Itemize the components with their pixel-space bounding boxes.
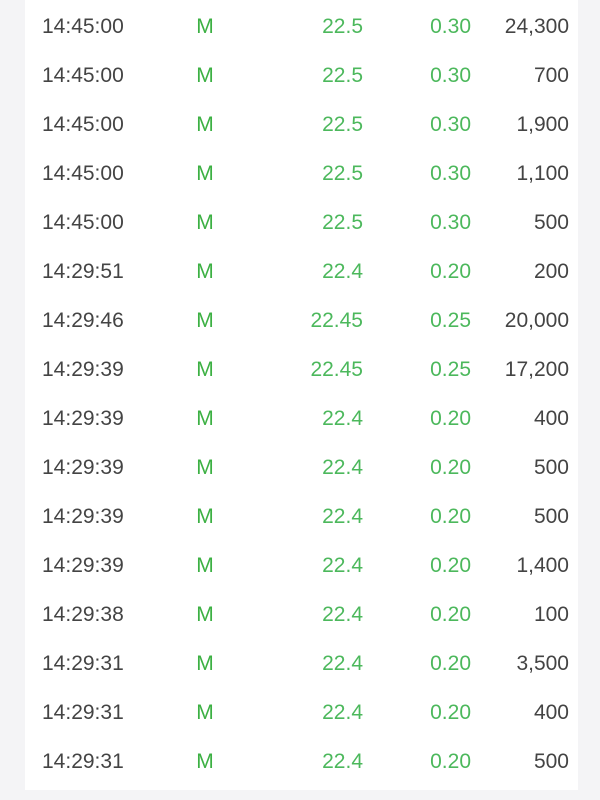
trade-flag: M <box>196 603 214 626</box>
trade-price: 22.4 <box>322 456 363 479</box>
trade-volume: 24,300 <box>504 15 569 38</box>
trade-change: 0.20 <box>430 456 471 479</box>
trade-row: 14:29:39 M 22.4 0.20 1,400 <box>25 541 578 590</box>
trade-change: 0.20 <box>430 554 471 577</box>
trade-volume: 1,400 <box>516 554 569 577</box>
trade-change: 0.30 <box>430 113 471 136</box>
trade-list: 14:45:00 M 22.5 0.30 24,300 14:45:00 M 22.5 0.30… <box>25 0 578 790</box>
trade-volume: 700 <box>533 64 569 87</box>
trade-volume: 17,200 <box>504 358 569 381</box>
trade-row: 14:45:00 M 22.5 0.30 1,900 <box>25 100 578 149</box>
trade-change: 0.25 <box>430 358 471 381</box>
trade-time: 14:29:39 <box>42 554 124 577</box>
trade-change: 0.20 <box>430 505 471 528</box>
trade-time: 14:29:46 <box>42 309 124 332</box>
trade-price: 22.4 <box>322 407 363 430</box>
trade-change: 0.20 <box>430 260 471 283</box>
trade-price: 22.4 <box>322 260 363 283</box>
trade-row: 14:29:39 M 22.45 0.25 17,200 <box>25 345 578 394</box>
trade-row: 14:45:00 M 22.5 0.30 500 <box>25 198 578 247</box>
trade-time: 14:29:38 <box>42 603 124 626</box>
trade-price: 22.5 <box>322 211 363 234</box>
trade-volume: 500 <box>533 456 569 479</box>
trade-row: 14:45:00 M 22.5 0.30 24,300 <box>25 2 578 51</box>
trade-flag: M <box>196 652 214 675</box>
trade-time: 14:45:00 <box>42 211 124 234</box>
trade-flag: M <box>196 162 214 185</box>
trade-price: 22.5 <box>322 162 363 185</box>
trade-row: 14:29:39 M 22.4 0.20 500 <box>25 443 578 492</box>
trade-volume: 500 <box>533 211 569 234</box>
trade-change: 0.30 <box>430 162 471 185</box>
trade-price: 22.5 <box>322 15 363 38</box>
trade-row: 14:45:00 M 22.5 0.30 1,100 <box>25 149 578 198</box>
trade-change: 0.20 <box>430 407 471 430</box>
trade-price: 22.45 <box>310 309 363 332</box>
trade-time: 14:29:31 <box>42 701 124 724</box>
trade-time: 14:45:00 <box>42 162 124 185</box>
trade-flag: M <box>196 750 214 773</box>
trade-time: 14:29:31 <box>42 652 124 675</box>
trade-flag: M <box>196 260 214 283</box>
trade-volume: 1,900 <box>516 113 569 136</box>
trade-flag: M <box>196 64 214 87</box>
trade-row: 14:29:46 M 22.45 0.25 20,000 <box>25 296 578 345</box>
trade-volume: 20,000 <box>504 309 569 332</box>
trade-price: 22.45 <box>310 358 363 381</box>
trade-change: 0.30 <box>430 211 471 234</box>
trade-time: 14:29:31 <box>42 750 124 773</box>
trade-flag: M <box>196 505 214 528</box>
trade-time: 14:29:39 <box>42 358 124 381</box>
trade-time: 14:45:00 <box>42 113 124 136</box>
trade-price: 22.4 <box>322 554 363 577</box>
trade-volume: 500 <box>533 505 569 528</box>
trade-change: 0.20 <box>430 652 471 675</box>
trade-change: 0.20 <box>430 603 471 626</box>
trade-time: 14:29:39 <box>42 505 124 528</box>
trade-price: 22.4 <box>322 603 363 626</box>
trade-change: 0.30 <box>430 64 471 87</box>
trade-time: 14:29:39 <box>42 407 124 430</box>
trade-flag: M <box>196 15 214 38</box>
trade-row: 14:29:39 M 22.4 0.20 500 <box>25 492 578 541</box>
trade-flag: M <box>196 407 214 430</box>
trade-price: 22.4 <box>322 701 363 724</box>
trade-volume: 200 <box>533 260 569 283</box>
trade-flag: M <box>196 113 214 136</box>
trade-time: 14:45:00 <box>42 64 124 87</box>
trade-volume: 400 <box>533 701 569 724</box>
trade-time: 14:29:39 <box>42 456 124 479</box>
trade-row: 14:29:31 M 22.4 0.20 500 <box>25 737 578 786</box>
trade-row: 14:29:31 M 22.4 0.20 3,500 <box>25 639 578 688</box>
trade-volume: 1,100 <box>516 162 569 185</box>
trade-price: 22.4 <box>322 750 363 773</box>
trade-change: 0.20 <box>430 750 471 773</box>
trade-volume: 100 <box>533 603 569 626</box>
trade-price: 22.4 <box>322 505 363 528</box>
trade-time: 14:45:00 <box>42 15 124 38</box>
trade-flag: M <box>196 309 214 332</box>
trade-price: 22.5 <box>322 64 363 87</box>
trade-flag: M <box>196 701 214 724</box>
trade-time: 14:29:51 <box>42 260 124 283</box>
trade-price: 22.4 <box>322 652 363 675</box>
trade-change: 0.25 <box>430 309 471 332</box>
trade-row: 14:29:38 M 22.4 0.20 100 <box>25 590 578 639</box>
trade-volume: 500 <box>533 750 569 773</box>
trade-volume: 3,500 <box>516 652 569 675</box>
trade-row: 14:29:39 M 22.4 0.20 400 <box>25 394 578 443</box>
trade-flag: M <box>196 211 214 234</box>
trade-change: 0.30 <box>430 15 471 38</box>
trade-price: 22.5 <box>322 113 363 136</box>
trade-flag: M <box>196 554 214 577</box>
trade-flag: M <box>196 456 214 479</box>
trade-row: 14:29:31 M 22.4 0.20 400 <box>25 688 578 737</box>
trade-change: 0.20 <box>430 701 471 724</box>
trade-row: 14:45:00 M 22.5 0.30 700 <box>25 51 578 100</box>
trade-flag: M <box>196 358 214 381</box>
trade-row: 14:29:51 M 22.4 0.20 200 <box>25 247 578 296</box>
trade-volume: 400 <box>533 407 569 430</box>
